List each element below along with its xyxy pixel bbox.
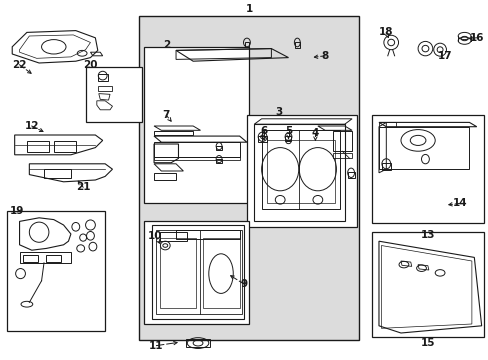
Bar <box>27 141 49 152</box>
Bar <box>381 163 390 170</box>
Bar <box>85 67 142 122</box>
Text: 22: 22 <box>12 60 27 70</box>
Text: 6: 6 <box>260 126 267 136</box>
Bar <box>160 232 187 241</box>
Bar <box>347 172 354 178</box>
Text: 18: 18 <box>378 27 393 37</box>
Text: 16: 16 <box>468 33 483 43</box>
Bar <box>244 42 248 47</box>
Text: 13: 13 <box>420 230 434 240</box>
Text: 12: 12 <box>24 121 39 131</box>
Bar <box>46 255 61 262</box>
Bar <box>246 115 356 227</box>
Text: 20: 20 <box>83 60 98 70</box>
Bar <box>294 42 299 48</box>
Text: 17: 17 <box>437 51 451 61</box>
Bar <box>371 115 483 223</box>
Text: 3: 3 <box>275 107 282 117</box>
Text: 19: 19 <box>10 206 24 216</box>
Text: 5: 5 <box>285 126 291 136</box>
Text: 10: 10 <box>148 231 163 241</box>
Bar <box>144 221 249 324</box>
Bar <box>7 211 105 331</box>
Text: 4: 4 <box>311 128 319 138</box>
Bar <box>44 169 71 178</box>
Text: 2: 2 <box>163 40 169 50</box>
Text: 21: 21 <box>76 182 90 192</box>
Text: 14: 14 <box>451 198 466 208</box>
Bar <box>216 159 222 163</box>
Bar <box>23 255 38 262</box>
Text: 1: 1 <box>245 4 252 14</box>
Text: 9: 9 <box>241 279 247 289</box>
Bar <box>371 232 483 337</box>
Bar <box>144 47 249 203</box>
Text: 15: 15 <box>420 338 434 348</box>
Bar <box>258 136 266 142</box>
Text: 11: 11 <box>149 341 163 351</box>
Bar <box>216 146 222 150</box>
Bar <box>139 16 359 340</box>
Bar <box>185 339 210 347</box>
Text: 7: 7 <box>162 110 170 120</box>
Text: 8: 8 <box>321 51 328 61</box>
Bar <box>54 141 76 152</box>
Bar <box>284 136 291 141</box>
